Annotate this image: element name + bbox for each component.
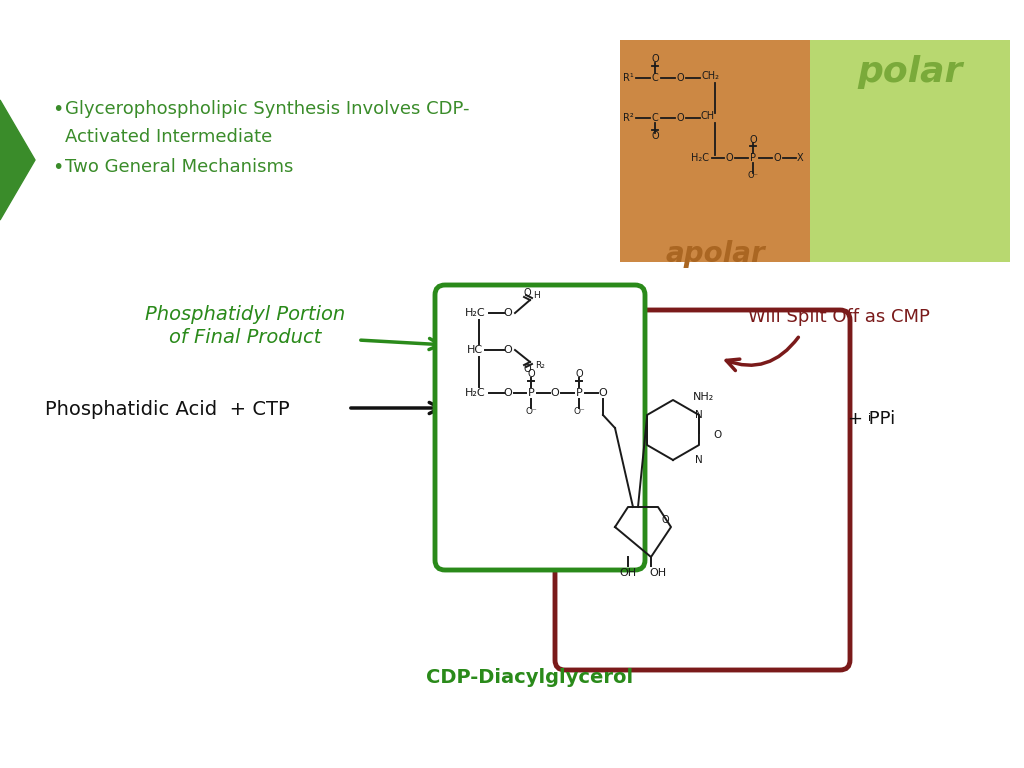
Text: of Final Product: of Final Product — [169, 328, 322, 347]
Text: HC: HC — [467, 345, 483, 355]
Text: C: C — [651, 113, 658, 123]
Text: O⁻: O⁻ — [748, 171, 759, 180]
Text: O: O — [551, 388, 559, 398]
Text: H₂C: H₂C — [465, 388, 485, 398]
FancyBboxPatch shape — [435, 285, 645, 570]
Text: O: O — [750, 135, 757, 145]
Text: Phosphatidic Acid  + CTP: Phosphatidic Acid + CTP — [45, 400, 290, 419]
Text: OH: OH — [649, 568, 667, 578]
Text: O: O — [504, 388, 512, 398]
Text: R₂: R₂ — [536, 360, 545, 369]
Text: O: O — [523, 288, 530, 298]
Text: polar: polar — [857, 55, 963, 89]
Text: H: H — [534, 292, 541, 300]
Text: O: O — [651, 54, 658, 64]
Text: O: O — [523, 364, 530, 374]
Text: R²: R² — [623, 113, 634, 123]
Text: + PPi: + PPi — [848, 410, 895, 428]
Text: P: P — [750, 153, 756, 163]
Text: OH: OH — [620, 568, 637, 578]
Text: N: N — [695, 410, 702, 420]
FancyBboxPatch shape — [810, 40, 1010, 262]
Text: P: P — [575, 388, 583, 398]
Text: •: • — [52, 158, 63, 177]
Text: O: O — [662, 515, 669, 525]
Text: H₂C: H₂C — [465, 308, 485, 318]
Text: O: O — [773, 153, 781, 163]
Text: Activated Intermediate: Activated Intermediate — [65, 128, 272, 146]
Text: O: O — [599, 388, 607, 398]
Text: O: O — [504, 345, 512, 355]
Text: X: X — [797, 153, 803, 163]
Text: H₂C: H₂C — [691, 153, 709, 163]
Text: i: i — [868, 413, 871, 423]
Polygon shape — [0, 100, 35, 220]
Text: O: O — [504, 308, 512, 318]
Text: CH₂: CH₂ — [701, 71, 719, 81]
Text: O⁻: O⁻ — [525, 408, 537, 416]
FancyBboxPatch shape — [620, 40, 810, 262]
Text: P: P — [527, 388, 535, 398]
Text: NH₂: NH₂ — [693, 392, 715, 402]
Text: O: O — [713, 430, 721, 440]
Text: apolar: apolar — [666, 240, 765, 268]
Text: Two General Mechanisms: Two General Mechanisms — [65, 158, 293, 176]
Text: Will Split Off as CMP: Will Split Off as CMP — [748, 308, 930, 326]
Text: O: O — [676, 73, 684, 83]
Text: C: C — [651, 73, 658, 83]
Text: N: N — [695, 455, 702, 465]
Text: O: O — [527, 369, 535, 379]
Text: O: O — [725, 153, 733, 163]
Text: •: • — [52, 100, 63, 119]
Text: O: O — [651, 131, 658, 141]
FancyBboxPatch shape — [555, 310, 850, 670]
Text: O⁻: O⁻ — [573, 408, 585, 416]
Text: O: O — [676, 113, 684, 123]
Text: R¹: R¹ — [623, 73, 634, 83]
Text: Phosphatidyl Portion: Phosphatidyl Portion — [144, 305, 345, 324]
Text: O: O — [575, 369, 583, 379]
Text: CDP-Diacylglycerol: CDP-Diacylglycerol — [426, 668, 634, 687]
Text: Glycerophospholipic Synthesis Involves CDP-: Glycerophospholipic Synthesis Involves C… — [65, 100, 469, 118]
Text: CH: CH — [701, 111, 715, 121]
